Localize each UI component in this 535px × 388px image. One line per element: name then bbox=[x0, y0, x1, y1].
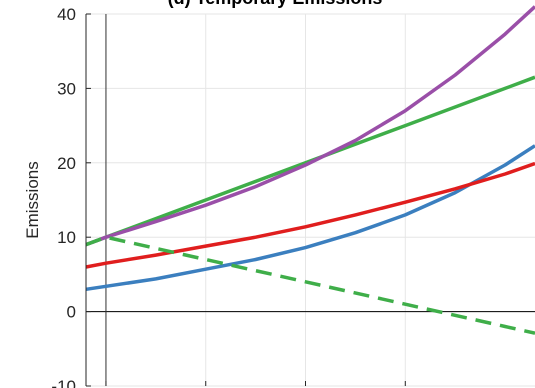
y-axis-label: Emissions bbox=[23, 161, 42, 238]
y-tick-label-1: 0 bbox=[67, 303, 76, 322]
series-line-4 bbox=[85, 235, 535, 335]
y-tick-label-2: 10 bbox=[57, 228, 76, 247]
series-line-0 bbox=[85, 144, 535, 292]
y-axis-ticks: -10 0 10 20 30 40 bbox=[51, 5, 406, 388]
y-tick-label-4: 30 bbox=[57, 79, 76, 98]
chart-title: (d) Temporary Emissions bbox=[168, 0, 383, 8]
grid bbox=[86, 13, 535, 387]
y-tick-label-5: 40 bbox=[57, 5, 76, 24]
series-line-3 bbox=[85, 5, 535, 247]
series-line-1 bbox=[85, 161, 535, 269]
reference-lines bbox=[86, 14, 535, 386]
series-group bbox=[85, 5, 535, 335]
y-tick-label-3: 20 bbox=[57, 154, 76, 173]
y-tick-label-0: -10 bbox=[51, 377, 76, 388]
